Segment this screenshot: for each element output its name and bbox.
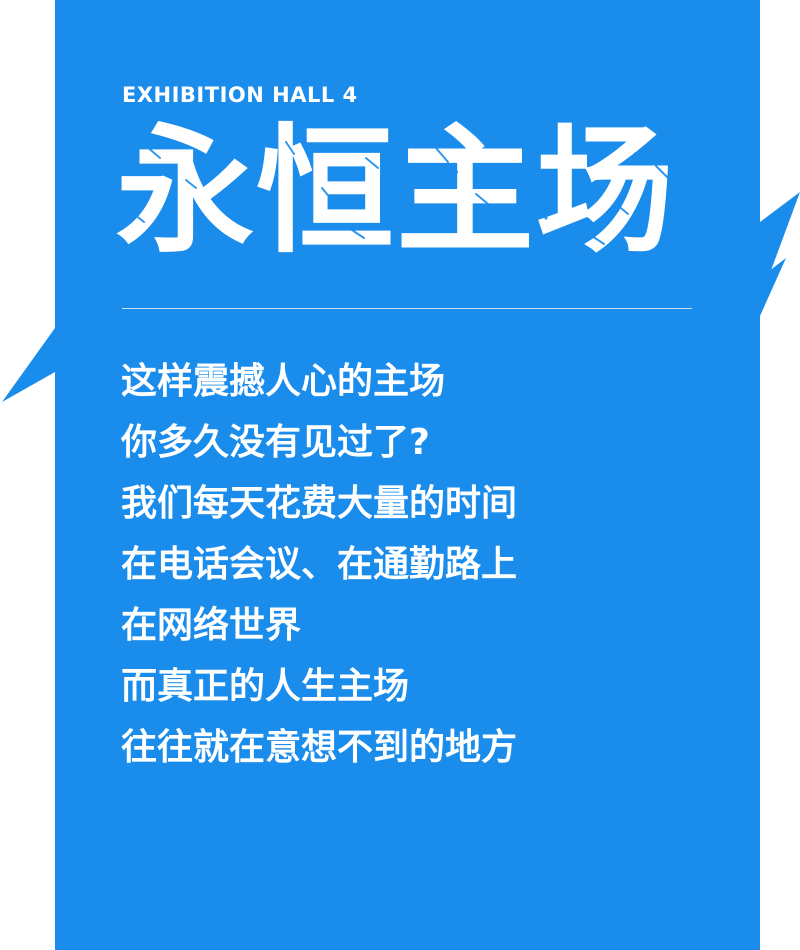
- left-spike-top: [55, 226, 82, 262]
- poster-body-copy: 这样震撼人心的主场 你多久没有见过了? 我们每天花费大量的时间 在电话会议、在通…: [121, 362, 517, 789]
- right-spike-small: [760, 258, 786, 316]
- body-line: 在电话会议、在通勤路上: [121, 544, 518, 585]
- body-line: 在网络世界: [121, 605, 302, 646]
- left-spike-bottom: [55, 772, 110, 812]
- exhibition-hall-label: EXHIBITION HALL 4: [122, 83, 358, 107]
- body-line: 这样震撼人心的主场: [121, 361, 446, 402]
- body-line: 而真正的人生主场: [121, 666, 410, 707]
- blue-panel: [55, 0, 760, 950]
- body-line: 我们每天花费大量的时间: [121, 483, 518, 524]
- body-line: 往往就在意想不到的地方: [121, 727, 518, 768]
- body-line: 你多久没有见过了?: [121, 422, 430, 463]
- title-grunge-texture: [133, 141, 696, 245]
- left-spike-middle: [2, 328, 55, 402]
- poster-title: 永恒主场: [116, 111, 677, 272]
- divider-line: [122, 308, 692, 309]
